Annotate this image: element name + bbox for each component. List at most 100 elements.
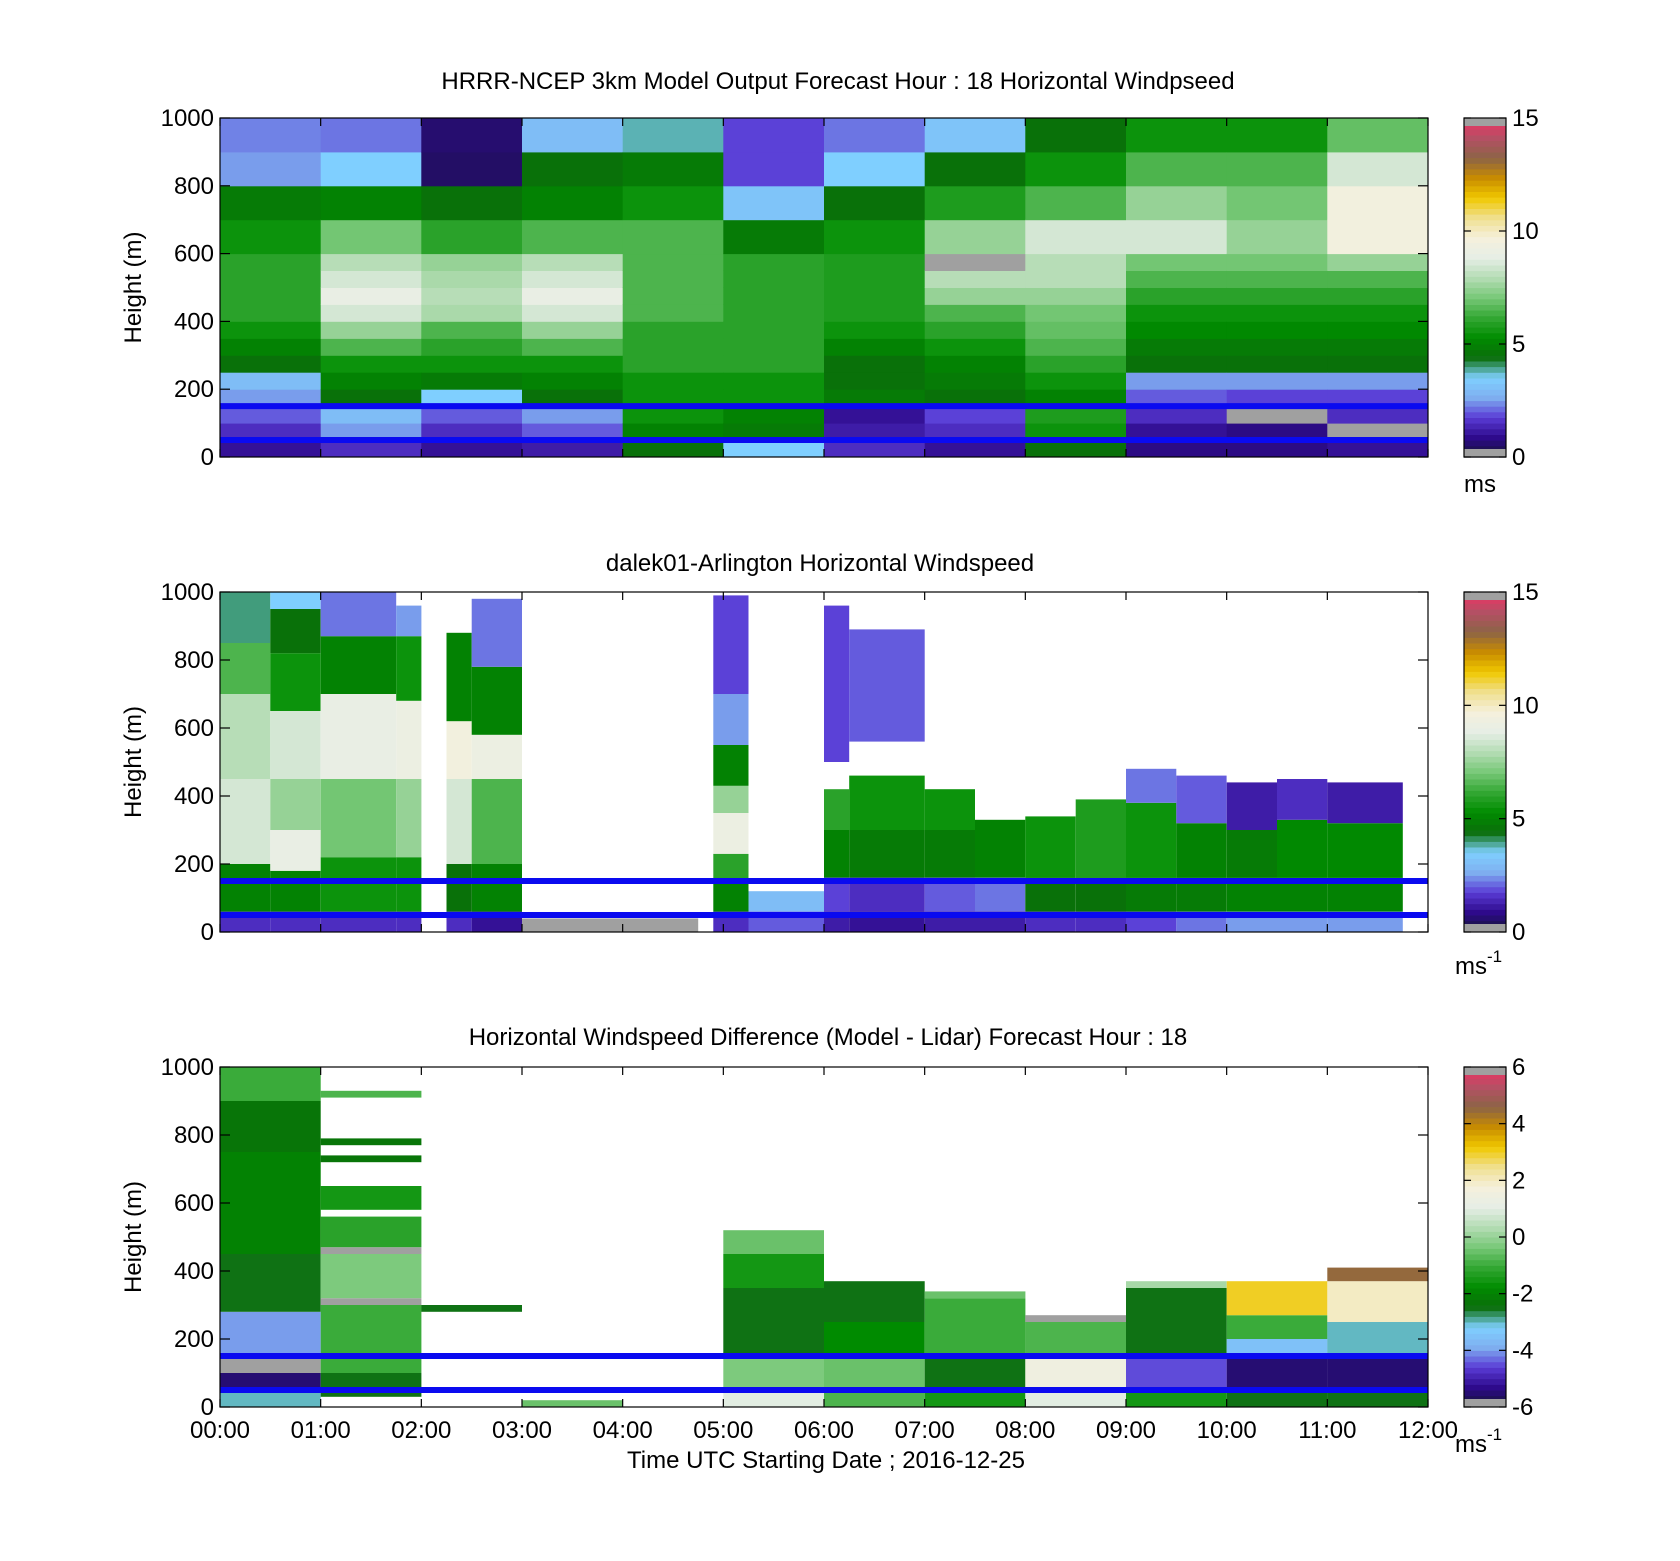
colorbar-swatch: [1464, 400, 1506, 407]
heat-cell: [522, 355, 624, 373]
colorbar-swatch: [1464, 609, 1506, 616]
colorbar-swatch: [1464, 694, 1506, 701]
heat-cell: [824, 219, 926, 255]
colorbar-swatch: [1464, 1106, 1506, 1113]
heat-cell: [522, 219, 624, 255]
heat-band: [849, 830, 925, 878]
heat-cell: [924, 304, 1026, 322]
colorbar-frame: [1463, 591, 1507, 933]
colorbar-swatch: [1464, 242, 1506, 249]
colorbar-swatch: [1464, 767, 1506, 774]
heat-band: [1176, 823, 1227, 878]
colorbar-swatch: [1464, 784, 1506, 791]
colorbar-swatch: [1464, 1356, 1506, 1363]
colorbar-swatch: [1464, 1118, 1506, 1125]
colorbar-swatch: [1464, 830, 1506, 837]
colorbar-swatch: [1464, 824, 1506, 831]
heat-band: [220, 1373, 321, 1390]
colorbar-swatch: [1464, 762, 1506, 769]
heat-cell: [924, 338, 1026, 356]
colorbar-swatch: [1464, 1197, 1506, 1204]
heat-cell: [421, 406, 523, 424]
heat-cell: [1327, 151, 1429, 187]
colorbar-cap: [1464, 1399, 1506, 1407]
colorbar-swatch: [1464, 648, 1506, 655]
heat-band: [723, 1288, 824, 1356]
heat-cell: [1327, 372, 1429, 390]
colorbar-swatch: [1464, 372, 1506, 379]
heat-cell: [522, 253, 624, 271]
heat-cell: [1025, 151, 1127, 187]
colorbar-swatch: [1464, 123, 1506, 130]
heat-cell: [1327, 287, 1429, 305]
panel-2-reference-lines: [220, 878, 1428, 918]
colorbar-swatch: [1464, 151, 1506, 159]
colorbar-swatch: [1464, 620, 1506, 627]
colorbar-swatch: [1464, 1271, 1506, 1278]
colorbar-swatch: [1464, 711, 1506, 718]
colorbar-swatch: [1464, 281, 1506, 289]
colorbar-swatch: [1464, 1214, 1506, 1221]
heat-cell: [320, 372, 422, 390]
heat-cell: [1327, 440, 1429, 458]
y-tick-label: 800: [174, 173, 214, 200]
colorbar-swatch: [1464, 818, 1506, 825]
heat-band: [713, 881, 749, 912]
heat-cell: [924, 355, 1026, 373]
heat-cell: [824, 287, 926, 305]
colorbar-swatch: [1464, 864, 1506, 871]
heat-cell: [1025, 321, 1127, 339]
colorbar-tick-label: 6: [1512, 1054, 1525, 1081]
heat-band: [320, 1247, 422, 1254]
heat-band: [713, 745, 749, 786]
panel-3-ylabel: Height (m): [120, 1181, 147, 1293]
heat-band: [824, 1390, 925, 1407]
heat-cell: [924, 423, 1026, 441]
colorbar-swatch: [1464, 214, 1506, 221]
heat-cell: [723, 355, 825, 373]
colorbar-tick-label: 2: [1512, 1167, 1525, 1194]
heat-cell: [723, 423, 825, 441]
heat-cell: [220, 253, 322, 271]
heat-cell: [1226, 406, 1328, 424]
heat-cell: [320, 185, 422, 221]
colorbar-swatch: [1464, 733, 1506, 740]
heat-band: [824, 1356, 925, 1390]
panel-3-unit-base: ms: [1455, 1431, 1487, 1458]
heat-band: [220, 1101, 321, 1152]
heat-cell: [1025, 219, 1127, 255]
heat-band: [446, 721, 472, 779]
heat-band: [723, 1356, 824, 1390]
heat-cell: [622, 372, 724, 390]
heat-cell: [220, 423, 322, 441]
colorbar-swatch: [1464, 157, 1506, 164]
heat-cell: [924, 151, 1026, 187]
colorbar-swatch: [1464, 304, 1506, 311]
colorbar-swatch: [1464, 445, 1506, 452]
heat-cell: [924, 219, 1026, 255]
colorbar-swatch: [1464, 739, 1506, 746]
heat-cell: [320, 338, 422, 356]
colorbar-swatch: [1464, 349, 1506, 356]
panel-lidar: dalek01-Arlington Horizontal Windspeed 0…: [120, 550, 1539, 980]
heat-cell: [1025, 423, 1127, 441]
colorbar-swatch: [1464, 174, 1506, 181]
heat-band: [522, 1400, 623, 1407]
colorbar-swatch: [1464, 915, 1506, 922]
colorbar-swatch: [1464, 1237, 1506, 1244]
heat-band: [220, 1067, 321, 1101]
heat-band: [1025, 1356, 1126, 1390]
colorbar-frame: [1463, 117, 1507, 458]
colorbar-swatch: [1464, 332, 1506, 339]
panel-1-title: HRRR-NCEP 3km Model Output Forecast Hour…: [441, 68, 1234, 95]
colorbar-swatch: [1464, 898, 1506, 905]
heat-cell: [220, 372, 322, 390]
colorbar-swatch: [1464, 236, 1506, 243]
heat-cell: [220, 406, 322, 424]
colorbar-swatch: [1464, 1191, 1506, 1198]
heat-cell: [924, 440, 1026, 458]
colorbar-swatch: [1464, 1310, 1506, 1317]
heat-band: [1126, 802, 1177, 878]
heat-cell: [220, 185, 322, 221]
heat-cell: [1327, 219, 1429, 255]
